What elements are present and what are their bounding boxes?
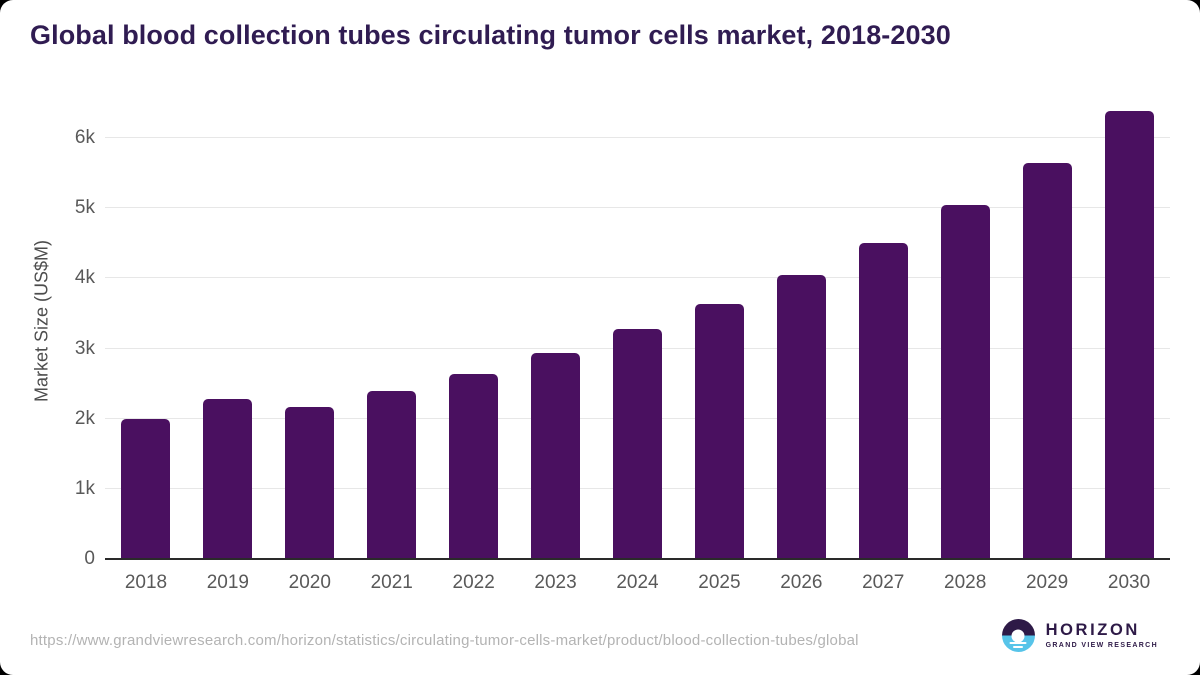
bar-2019[interactable] [203, 399, 253, 559]
bar-slot-2028 [924, 103, 1006, 559]
logo-sun-circle [1011, 629, 1025, 642]
x-tick-2027: 2027 [862, 572, 905, 593]
logo-water-ripple [1009, 642, 1027, 645]
bar-2028[interactable] [940, 204, 990, 559]
x-tick-2026: 2026 [780, 572, 823, 593]
bar-2021[interactable] [367, 391, 417, 559]
logo-water-ripple [1013, 646, 1024, 649]
x-tick-2025: 2025 [698, 572, 741, 593]
y-tick-0: 0 [84, 548, 95, 569]
gridline-6k [105, 137, 1170, 139]
bar-slot-2025 [678, 103, 760, 559]
bar-2027[interactable] [858, 242, 908, 559]
bar-2023[interactable] [531, 352, 581, 559]
bar-slot-2027 [842, 103, 924, 559]
x-tick-2020: 2020 [288, 572, 331, 593]
bar-slot-2024 [597, 103, 679, 559]
bar-slot-2021 [351, 103, 433, 559]
logo-text: HORIZON GRAND VIEW RESEARCH [1045, 620, 1158, 650]
bar-slot-2030 [1088, 103, 1170, 559]
y-tick-2k: 2k [74, 407, 95, 429]
y-tick-4k: 4k [74, 267, 95, 289]
x-tick-2021: 2021 [370, 572, 413, 593]
y-tick-1k: 1k [74, 477, 95, 499]
plot-area [105, 103, 1170, 560]
x-tick-2029: 2029 [1025, 572, 1069, 593]
horizon-logo: HORIZON GRAND VIEW RESEARCH [1001, 619, 1158, 652]
bar-2030[interactable] [1104, 111, 1154, 559]
gridline-5k [105, 207, 1170, 209]
bar-series [105, 103, 1170, 559]
y-tick-3k: 3k [74, 337, 95, 359]
bar-2029[interactable] [1022, 162, 1072, 559]
x-tick-2030: 2030 [1107, 572, 1151, 593]
y-axis-tick-labels: 0 1k 2k 3k 4k 5k 6k [0, 0, 95, 675]
logo-title: HORIZON [1045, 620, 1140, 639]
x-axis-line [105, 558, 1170, 560]
y-tick-6k: 6k [74, 127, 95, 149]
chart-title: Global blood collection tubes circulatin… [30, 20, 951, 50]
bar-2020[interactable] [285, 406, 335, 559]
x-tick-2024: 2024 [616, 572, 659, 593]
bar-slot-2020 [269, 103, 351, 559]
x-tick-2022: 2022 [452, 572, 495, 593]
bar-slot-2022 [433, 103, 515, 559]
bar-slot-2023 [515, 103, 597, 559]
bar-2025[interactable] [694, 303, 744, 559]
source-url: https://www.grandviewresearch.com/horizo… [30, 632, 859, 649]
x-axis-tick-labels: 2018 2019 2020 2021 2022 2023 2024 2025 2026 2027… [105, 572, 1170, 594]
bar-slot-2019 [187, 103, 269, 559]
x-tick-2018: 2018 [124, 572, 168, 593]
gridline-4k [105, 277, 1170, 279]
logo-subtitle: GRAND VIEW RESEARCH [1045, 642, 1158, 650]
x-tick-2019: 2019 [206, 572, 250, 593]
y-tick-5k: 5k [74, 197, 95, 219]
horizon-logo-icon [1001, 619, 1035, 652]
bar-slot-2026 [760, 103, 842, 559]
bar-slot-2018 [105, 103, 187, 559]
bar-2026[interactable] [776, 274, 826, 559]
bar-2022[interactable] [449, 373, 499, 559]
x-tick-2028: 2028 [944, 572, 987, 593]
x-tick-2023: 2023 [534, 572, 577, 593]
bar-2024[interactable] [612, 328, 662, 559]
bar-slot-2029 [1006, 103, 1088, 559]
bar-2018[interactable] [121, 418, 171, 559]
